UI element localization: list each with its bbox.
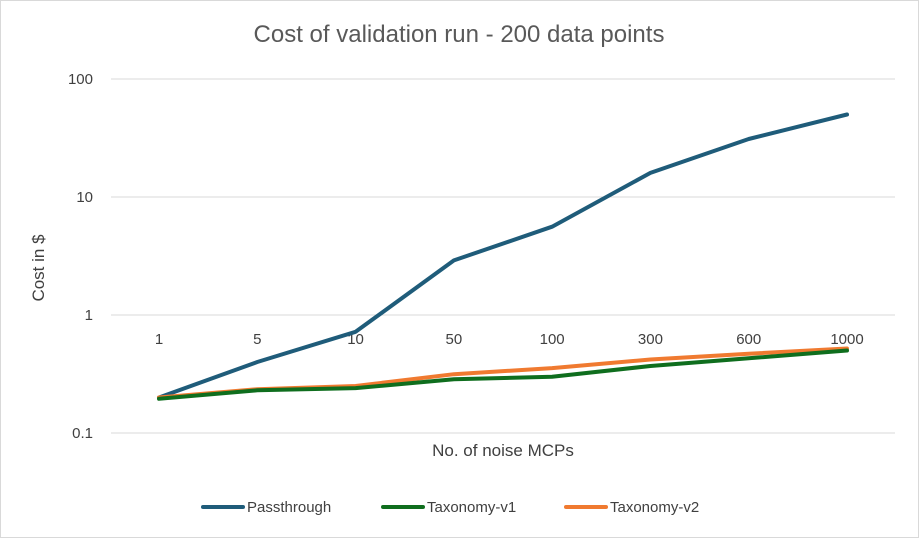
y-tick-label: 10 bbox=[76, 189, 93, 206]
legend-label: Taxonomy-v1 bbox=[427, 499, 516, 516]
gridlines bbox=[111, 78, 895, 434]
y-axis-ticks: 0.1 1 10 100 bbox=[68, 71, 93, 442]
x-tick-label: 5 bbox=[253, 331, 261, 348]
legend-item: Passthrough bbox=[201, 499, 331, 516]
y-tick-label: 0.1 bbox=[72, 425, 93, 442]
legend-label: Passthrough bbox=[247, 499, 331, 516]
legend: Passthrough Taxonomy-v1 Taxonomy-v2 bbox=[201, 499, 699, 516]
y-axis-label: Cost in $ bbox=[29, 234, 48, 302]
y-tick-label: 100 bbox=[68, 71, 93, 88]
legend-label: Taxonomy-v2 bbox=[610, 499, 699, 516]
chart-title: Cost of validation run - 200 data points bbox=[254, 21, 665, 48]
series-line-taxonomy-v1 bbox=[157, 348, 849, 401]
series-lines bbox=[157, 112, 849, 401]
x-tick-label: 10 bbox=[347, 331, 364, 348]
x-tick-label: 50 bbox=[446, 331, 463, 348]
y-tick-label: 1 bbox=[85, 307, 93, 324]
x-axis-label: No. of noise MCPs bbox=[432, 441, 574, 460]
x-tick-label: 1000 bbox=[830, 331, 863, 348]
x-tick-label: 600 bbox=[736, 331, 761, 348]
legend-item: Taxonomy-v2 bbox=[564, 499, 699, 516]
series-line-passthrough bbox=[157, 112, 849, 400]
x-tick-label: 100 bbox=[540, 331, 565, 348]
x-tick-label: 300 bbox=[638, 331, 663, 348]
x-axis-ticks: 1 5 10 50 100 300 600 1000 bbox=[155, 331, 864, 348]
legend-item: Taxonomy-v1 bbox=[381, 499, 516, 516]
x-tick-label: 1 bbox=[155, 331, 163, 348]
